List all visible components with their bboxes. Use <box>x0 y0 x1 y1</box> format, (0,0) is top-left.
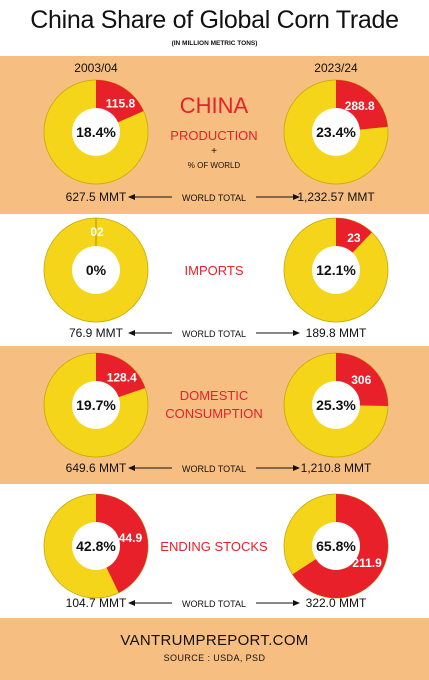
row-1-arrow-right-head <box>293 330 300 336</box>
row-0-heading-label: CHINA <box>180 93 249 118</box>
pie-1-left-world-total: 76.9 MMT <box>69 326 124 340</box>
pie-0-left-world-total: 627.5 MMT <box>66 190 127 204</box>
row-2-arrow-right-head <box>293 465 300 471</box>
pie-0-right-center <box>312 108 360 156</box>
row-3-metric-label: ENDING STOCKS <box>160 539 268 554</box>
pie-3-left-china-value: 44.9 <box>119 531 143 545</box>
row-2-world-total-label: WORLD TOTAL <box>182 464 246 474</box>
pie-1-left-center <box>72 246 120 294</box>
pie-0-left-china-value: 115.8 <box>106 97 136 111</box>
pie-1-right-china-value: 23 <box>347 231 361 245</box>
pie-0-right-share-label: 23.4% <box>316 124 356 140</box>
pie-1-left-share-label: 0% <box>86 262 107 278</box>
row-0-world-total-label: WORLD TOTAL <box>182 193 246 203</box>
charts-layer: 2003/04 2023/24 18.4% 115.8 627.5 MMT 23.4%… <box>43 61 389 610</box>
pie-1-right-share-label: 12.1% <box>316 262 356 278</box>
pie-3-left-china-slice <box>96 494 149 593</box>
pie-2-right-china-value: 306 <box>351 373 371 387</box>
pie-2-right-share-label: 25.3% <box>316 397 356 413</box>
pie-3-left-center <box>72 522 120 570</box>
row-0-arrow-left-head <box>128 194 135 200</box>
row-0-label-line4-label: % OF WORLD <box>188 161 241 170</box>
pie-1-right-world-total: 189.8 MMT <box>306 326 367 340</box>
row-0-label-line2-label: PRODUCTION <box>170 128 257 143</box>
page-subtitle: (IN MILLION METRIC TONS) <box>171 40 258 47</box>
pie-0-right-world-total: 1,232.57 MMT <box>297 190 375 204</box>
pie-0-right-china-value: 288.8 <box>345 99 375 113</box>
pie-1-left-china-value: 02 <box>90 225 104 239</box>
year-label-right: 2023/24 <box>314 61 358 75</box>
pie-3-right-share-label: 65.8% <box>316 538 356 554</box>
footer-site: VANTRUMPREPORT.COM <box>120 632 309 649</box>
pie-3-left-world-total: 104.7 MMT <box>66 596 127 610</box>
row-1-metric-label: IMPORTS <box>185 263 244 278</box>
pie-1-right-center <box>312 246 360 294</box>
pie-2-left-china-value: 128.4 <box>107 371 137 385</box>
pie-3-right-china-value: 211.9 <box>352 556 382 570</box>
row-2-metric-label: DOMESTIC <box>180 388 249 403</box>
footer: VANTRUMPREPORT.COM SOURCE : USDA, PSD <box>0 618 429 680</box>
pie-2-left-world-total: 649.6 MMT <box>66 461 127 475</box>
row-0-arrow-right-head <box>293 194 300 200</box>
page-title: China Share of Global Corn Trade <box>30 6 399 34</box>
pie-2-left-share-label: 19.7% <box>76 397 116 413</box>
footer-source: SOURCE : USDA, PSD <box>163 653 266 663</box>
row-0-label-line3-label: + <box>211 146 217 157</box>
row-2-label-line2-label: CONSUMPTION <box>165 406 263 421</box>
year-label-left: 2003/04 <box>74 61 118 75</box>
row-1-arrow-left-head <box>128 330 135 336</box>
pie-0-left-center <box>72 108 120 156</box>
row-3-world-total-label: WORLD TOTAL <box>182 599 246 609</box>
pie-3-right-world-total: 322.0 MMT <box>306 596 367 610</box>
pie-3-left-share-label: 42.8% <box>76 538 116 554</box>
pie-0-left-share-label: 18.4% <box>76 124 116 140</box>
pie-2-right-world-total: 1,210.8 MMT <box>301 461 372 475</box>
row-3-arrow-right-head <box>293 600 300 606</box>
pie-3-right-center <box>312 522 360 570</box>
pie-2-right-center <box>312 381 360 429</box>
pie-2-left-center <box>72 381 120 429</box>
row-3-arrow-left-head <box>128 600 135 606</box>
row-1-world-total-label: WORLD TOTAL <box>182 329 246 339</box>
row-2-arrow-left-head <box>128 465 135 471</box>
